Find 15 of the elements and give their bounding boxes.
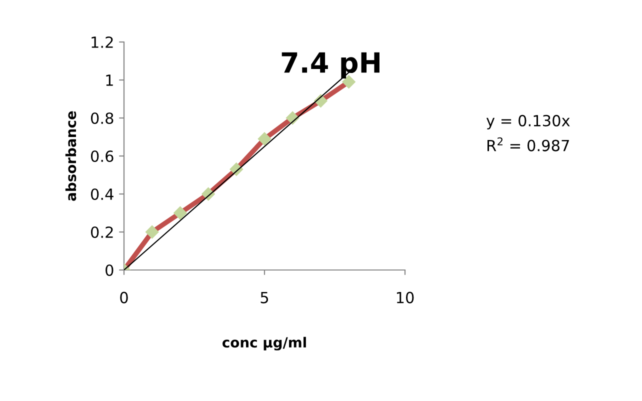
x-tick-label: 5 bbox=[260, 292, 268, 304]
text: y = 0.130x bbox=[486, 114, 570, 130]
y-tick-label: 0.4 bbox=[90, 188, 114, 200]
y-tick-label: 0.2 bbox=[90, 226, 113, 238]
text: R$^{2}$ = 0.987 bbox=[488, 137, 569, 152]
x-tick-label: 0 bbox=[120, 292, 128, 304]
y-tick-label: 0 bbox=[106, 264, 114, 276]
y-tick-label: 0.6 bbox=[90, 150, 114, 162]
y-tick-label: 1 bbox=[106, 74, 113, 86]
x-tick-label: 10 bbox=[396, 292, 414, 304]
x-axis-title: conc µg/ml bbox=[222, 336, 306, 350]
y-tick-label: 1.2 bbox=[92, 36, 113, 48]
chart-title: 7.4 pH bbox=[282, 52, 380, 78]
y-tick-label: 0.8 bbox=[90, 112, 114, 124]
y-axis-title: absorbance bbox=[65, 111, 76, 201]
